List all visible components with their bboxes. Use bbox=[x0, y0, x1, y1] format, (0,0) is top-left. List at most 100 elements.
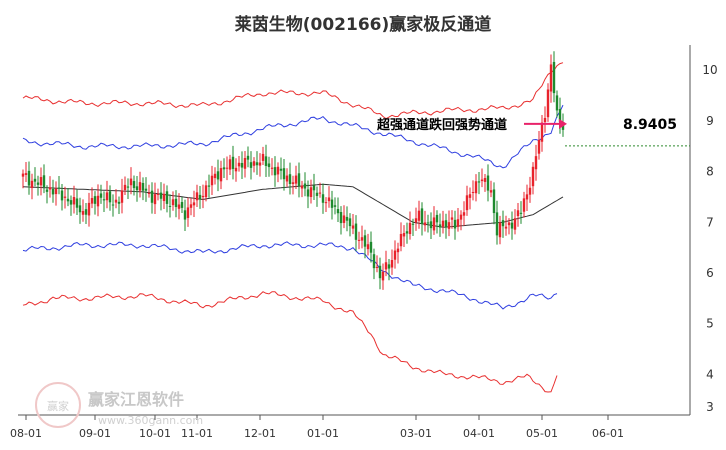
upper_band-line bbox=[22, 62, 564, 120]
signal-label: 超强通道跌回强势通道 bbox=[377, 117, 507, 133]
candle-body bbox=[492, 189, 496, 214]
candle-body bbox=[354, 223, 358, 240]
candle-body bbox=[72, 197, 76, 205]
candle-body bbox=[330, 199, 334, 208]
y-tick-label: 3 bbox=[706, 400, 714, 414]
x-tick-label: 11-01 bbox=[181, 427, 213, 440]
candle-body bbox=[141, 182, 145, 191]
y-tick-label: 5 bbox=[706, 317, 714, 331]
candle-body bbox=[225, 167, 229, 169]
candle-body bbox=[276, 166, 280, 175]
candle-body bbox=[183, 210, 187, 220]
candle-body bbox=[54, 188, 58, 195]
candle-body bbox=[438, 224, 442, 228]
candle-body bbox=[216, 171, 220, 180]
x-tick-label: 06-01 bbox=[592, 427, 624, 440]
candle-body bbox=[420, 208, 424, 224]
x-tick-label: 04-01 bbox=[463, 427, 495, 440]
candle-body bbox=[306, 189, 310, 197]
candle-body bbox=[327, 197, 331, 202]
candle-body bbox=[360, 237, 364, 241]
candle-body bbox=[546, 89, 550, 118]
candle-body bbox=[402, 233, 406, 237]
candle-body bbox=[408, 222, 412, 235]
candle-body bbox=[93, 196, 97, 204]
y-tick-label: 10 bbox=[702, 63, 717, 77]
candle-body bbox=[378, 265, 382, 279]
candle-body bbox=[210, 175, 214, 186]
candle-body bbox=[207, 185, 211, 187]
candle-body bbox=[372, 254, 376, 269]
candle-body bbox=[111, 204, 115, 206]
candle-body bbox=[258, 162, 262, 166]
candle-body bbox=[90, 198, 94, 204]
candle-body bbox=[390, 260, 394, 268]
watermark-url: www.360gann.com bbox=[98, 414, 203, 427]
candle-body bbox=[78, 205, 82, 213]
candle-body bbox=[549, 64, 553, 92]
candle-body bbox=[279, 168, 283, 171]
candle-body bbox=[228, 159, 232, 170]
candle-body bbox=[552, 61, 556, 94]
candle-body bbox=[339, 212, 343, 224]
candle-body bbox=[246, 155, 250, 160]
candle-body bbox=[507, 222, 511, 226]
candle-body bbox=[264, 156, 268, 166]
candle-body bbox=[174, 198, 178, 208]
y-tick-label: 9 bbox=[706, 114, 714, 128]
y-tick-label: 7 bbox=[706, 215, 714, 229]
candle-body bbox=[297, 173, 301, 186]
candle-body bbox=[333, 205, 337, 207]
candle-body bbox=[120, 190, 124, 203]
candle-body bbox=[447, 222, 451, 229]
candle-body bbox=[66, 198, 70, 202]
candle-body bbox=[45, 189, 49, 192]
candle-body bbox=[384, 262, 388, 270]
candle-body bbox=[249, 162, 253, 168]
candle-body bbox=[132, 181, 136, 189]
x-tick-label: 01-01 bbox=[307, 427, 339, 440]
candle-body bbox=[162, 193, 166, 202]
candle-body bbox=[219, 168, 223, 182]
x-tick-labels: 08-01 09-01 10-01 11-01 12-01 01-01 03-01 04-01… bbox=[10, 415, 624, 440]
candle-body bbox=[147, 192, 151, 194]
candle-body bbox=[342, 215, 346, 223]
candle-body bbox=[519, 212, 523, 214]
candle-body bbox=[366, 244, 370, 250]
y-tick-label: 6 bbox=[706, 266, 714, 280]
candle-body bbox=[201, 195, 205, 198]
candle-body bbox=[153, 194, 157, 205]
candle-body bbox=[129, 178, 133, 186]
candle-body bbox=[69, 200, 73, 205]
candle-body bbox=[504, 226, 508, 229]
candle-body bbox=[231, 156, 235, 169]
y-tick-labels: 3 4 5 6 7 8 9 10 bbox=[702, 63, 717, 414]
candle-body bbox=[321, 194, 325, 203]
candle-body bbox=[192, 202, 196, 206]
candle-body bbox=[399, 233, 403, 247]
candle-body bbox=[117, 201, 121, 204]
candle-body bbox=[105, 192, 109, 201]
candle-body bbox=[261, 153, 265, 161]
candle-body bbox=[414, 218, 418, 223]
candle-body bbox=[267, 163, 271, 168]
candles bbox=[21, 51, 565, 290]
candle-body bbox=[273, 167, 277, 176]
candle-body bbox=[237, 162, 241, 167]
candle-body bbox=[108, 191, 112, 203]
candle-body bbox=[144, 188, 148, 191]
candle-body bbox=[555, 95, 559, 111]
candle-body bbox=[537, 139, 541, 154]
candle-body bbox=[75, 198, 79, 208]
candle-body bbox=[363, 235, 367, 247]
candle-body bbox=[426, 222, 430, 224]
candle-body bbox=[135, 186, 139, 191]
candle-body bbox=[489, 190, 493, 193]
candle-body bbox=[375, 266, 379, 268]
candle-body bbox=[213, 173, 217, 179]
candle-body bbox=[294, 175, 298, 184]
candle-body bbox=[96, 195, 100, 207]
signal-arrow-head bbox=[559, 118, 567, 129]
candle-body bbox=[189, 204, 193, 208]
